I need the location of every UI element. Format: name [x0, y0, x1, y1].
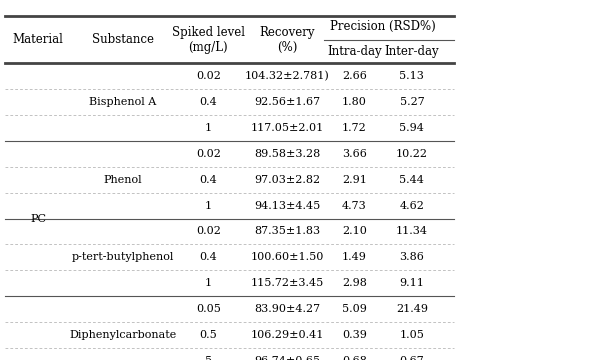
Text: 0.02: 0.02 [196, 71, 221, 81]
Text: 2.66: 2.66 [342, 71, 367, 81]
Text: 106.29±0.41: 106.29±0.41 [250, 330, 324, 340]
Text: 97.03±2.82: 97.03±2.82 [254, 175, 320, 185]
Text: 5: 5 [205, 356, 212, 360]
Text: 0.39: 0.39 [342, 330, 367, 340]
Text: 4.62: 4.62 [400, 201, 424, 211]
Text: 9.11: 9.11 [400, 278, 424, 288]
Text: 10.22: 10.22 [396, 149, 428, 159]
Text: 5.13: 5.13 [400, 71, 424, 81]
Text: 21.49: 21.49 [396, 304, 428, 314]
Text: 3.66: 3.66 [342, 149, 367, 159]
Text: Recovery
(%): Recovery (%) [259, 26, 314, 54]
Text: Inter-day: Inter-day [384, 45, 440, 58]
Text: Substance: Substance [91, 33, 154, 46]
Text: 0.4: 0.4 [200, 252, 217, 262]
Text: 117.05±2.01: 117.05±2.01 [250, 123, 324, 133]
Text: 1.80: 1.80 [342, 97, 367, 107]
Text: 3.86: 3.86 [400, 252, 424, 262]
Text: 5.44: 5.44 [400, 175, 424, 185]
Text: Spiked level
(mg/L): Spiked level (mg/L) [172, 26, 245, 54]
Text: 94.13±4.45: 94.13±4.45 [254, 201, 320, 211]
Text: 5.27: 5.27 [400, 97, 424, 107]
Text: Material: Material [13, 33, 63, 46]
Text: 83.90±4.27: 83.90±4.27 [254, 304, 320, 314]
Text: Intra-day: Intra-day [327, 45, 382, 58]
Text: 100.60±1.50: 100.60±1.50 [250, 252, 324, 262]
Text: 0.67: 0.67 [400, 356, 424, 360]
Text: 2.98: 2.98 [342, 278, 367, 288]
Text: Diphenylcarbonate: Diphenylcarbonate [69, 330, 176, 340]
Text: 1.72: 1.72 [342, 123, 367, 133]
Text: 0.4: 0.4 [200, 97, 217, 107]
Text: 0.5: 0.5 [200, 330, 217, 340]
Text: 2.10: 2.10 [342, 226, 367, 237]
Text: 1: 1 [205, 201, 212, 211]
Text: 5.94: 5.94 [400, 123, 424, 133]
Text: 0.02: 0.02 [196, 226, 221, 237]
Text: Phenol: Phenol [103, 175, 142, 185]
Text: Bisphenol A: Bisphenol A [89, 97, 156, 107]
Text: 1: 1 [205, 278, 212, 288]
Text: 1: 1 [205, 123, 212, 133]
Text: 1.49: 1.49 [342, 252, 367, 262]
Text: 0.02: 0.02 [196, 149, 221, 159]
Text: 5.09: 5.09 [342, 304, 367, 314]
Text: 1.05: 1.05 [400, 330, 424, 340]
Text: 89.58±3.28: 89.58±3.28 [254, 149, 320, 159]
Text: 4.73: 4.73 [342, 201, 367, 211]
Text: PC: PC [30, 213, 46, 224]
Text: 96.74±0.65: 96.74±0.65 [254, 356, 320, 360]
Text: 92.56±1.67: 92.56±1.67 [254, 97, 320, 107]
Text: p-tert-butylphenol: p-tert-butylphenol [71, 252, 174, 262]
Text: Precision (RSD%): Precision (RSD%) [330, 19, 436, 33]
Text: 87.35±1.83: 87.35±1.83 [254, 226, 320, 237]
Text: 0.68: 0.68 [342, 356, 367, 360]
Text: 11.34: 11.34 [396, 226, 428, 237]
Text: 104.32±2.781): 104.32±2.781) [245, 71, 329, 81]
Text: 0.05: 0.05 [196, 304, 221, 314]
Text: 2.91: 2.91 [342, 175, 367, 185]
Text: 0.4: 0.4 [200, 175, 217, 185]
Text: 115.72±3.45: 115.72±3.45 [250, 278, 324, 288]
